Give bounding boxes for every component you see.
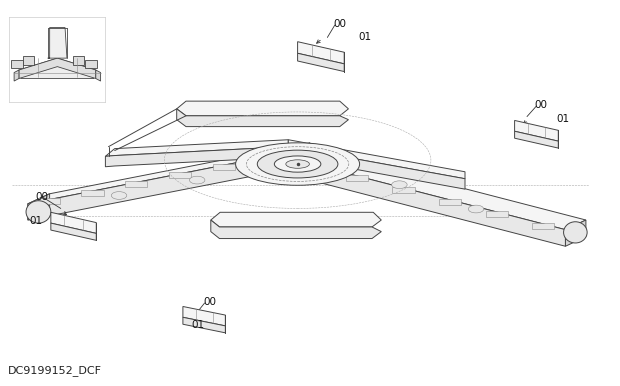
Polygon shape [515,131,558,148]
Ellipse shape [112,191,127,199]
Text: 00: 00 [36,192,48,202]
Polygon shape [515,120,558,141]
Polygon shape [288,143,310,169]
Text: 01: 01 [192,320,205,330]
Polygon shape [51,223,96,240]
Polygon shape [23,56,34,65]
Text: 01: 01 [358,32,371,42]
Polygon shape [28,152,288,220]
Polygon shape [19,58,95,78]
Polygon shape [19,58,95,78]
Polygon shape [105,140,288,156]
Text: 00: 00 [334,19,346,29]
Polygon shape [169,173,191,178]
Ellipse shape [274,156,321,172]
Polygon shape [288,147,465,189]
Ellipse shape [564,222,587,243]
Text: DC9199152_DCF: DC9199152_DCF [7,366,102,376]
Polygon shape [73,56,84,65]
Polygon shape [51,212,96,234]
Ellipse shape [286,160,309,168]
Polygon shape [288,149,310,174]
Polygon shape [14,70,19,81]
Polygon shape [28,143,310,204]
Polygon shape [48,27,67,58]
Polygon shape [28,194,50,220]
Polygon shape [95,70,100,81]
Text: 01: 01 [29,216,43,226]
Text: 00: 00 [203,297,216,307]
Text: 00: 00 [534,100,547,110]
Polygon shape [298,53,344,71]
Polygon shape [183,317,225,333]
Polygon shape [177,101,348,116]
Polygon shape [85,60,97,68]
Polygon shape [346,174,368,181]
Ellipse shape [26,201,51,223]
Polygon shape [256,155,278,161]
Polygon shape [38,198,60,204]
Text: 01: 01 [556,114,570,124]
Polygon shape [288,158,565,246]
Polygon shape [211,220,381,239]
Polygon shape [177,109,348,127]
Polygon shape [288,149,586,230]
Ellipse shape [257,150,338,178]
Polygon shape [565,220,586,246]
Polygon shape [183,306,225,326]
Polygon shape [439,198,461,205]
Polygon shape [11,60,23,68]
Polygon shape [213,164,235,170]
Polygon shape [288,140,465,179]
Polygon shape [81,190,104,196]
Polygon shape [298,42,344,64]
Ellipse shape [236,143,360,185]
Polygon shape [485,211,508,217]
Polygon shape [125,181,148,187]
Ellipse shape [468,205,484,213]
Polygon shape [532,223,554,229]
Polygon shape [392,186,415,193]
Polygon shape [211,212,381,227]
Ellipse shape [190,176,205,184]
Ellipse shape [392,181,407,189]
Polygon shape [299,163,322,169]
Polygon shape [105,147,288,167]
